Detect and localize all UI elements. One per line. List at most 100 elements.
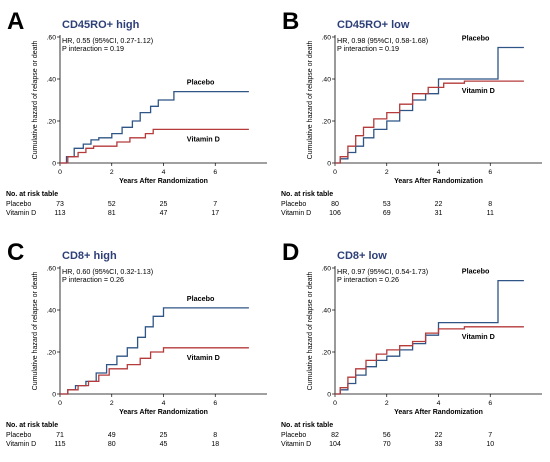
p-interaction-a: P interaction = 0.19 (62, 44, 124, 53)
panel-b: B CD45RO+ low HR, 0.98 (95%CI, 0.58-1.68) P… (275, 0, 550, 231)
x-tick-label-d-3: 6 (488, 400, 492, 407)
x-tick-label-d-2: 4 (437, 400, 441, 407)
risk-group-d-0: Placebo (281, 432, 306, 439)
series-label-placebo-d: Placebo (462, 267, 490, 276)
risk-value-a-1-1: 81 (108, 210, 116, 217)
x-tick-label-c-0: 0 (58, 400, 62, 407)
hr-text-d: HR, 0.97 (95%CI, 0.54-1.73) (337, 267, 428, 276)
series-label-vitamin-d-d: Vitamin D (462, 332, 495, 341)
risk-value-b-1-2: 31 (435, 210, 443, 217)
x-tick-label-c-2: 4 (162, 400, 166, 407)
panel-title-b: CD45RO+ low (337, 19, 410, 31)
risk-group-b-0: Placebo (281, 201, 306, 208)
risk-value-a-1-2: 47 (160, 210, 168, 217)
hr-text-a: HR, 0.55 (95%CI, 0.27-1.12) (62, 36, 153, 45)
x-tick-label-a-2: 4 (162, 169, 166, 176)
y-tick-label-c-3: .60 (47, 265, 57, 272)
y-tick-label-b-1: .20 (322, 118, 332, 125)
panel-a: A CD45RO+ high HR, 0.55 (95%CI, 0.27-1.12)… (0, 0, 275, 231)
curve-vitamin-d-a (60, 128, 249, 164)
y-tick-label-d-2: .40 (322, 307, 332, 314)
x-axis-label-d: Years After Randomization (394, 409, 483, 416)
series-label-vitamin-d-b: Vitamin D (462, 86, 495, 95)
x-tick-label-b-0: 0 (333, 169, 337, 176)
risk-group-c-1: Vitamin D (6, 441, 36, 448)
chart-b-svg: B CD45RO+ low HR, 0.98 (95%CI, 0.58-1.68) P… (281, 8, 542, 217)
chart-d-svg: D CD8+ low HR, 0.97 (95%CI, 0.54-1.73)P in… (281, 239, 542, 448)
risk-value-d-1-3: 10 (486, 441, 494, 448)
y-axis-label-c: Cumulative hazard of relapse or death (32, 272, 39, 391)
curve-vitamin-d-d (335, 326, 524, 395)
y-tick-label-c-0: 0 (52, 391, 56, 398)
risk-value-b-0-0: 80 (331, 201, 339, 208)
x-tick-label-c-3: 6 (213, 400, 217, 407)
y-axis-label-a: Cumulative hazard of relapse or death (32, 41, 39, 160)
curve-vitamin-d-c (60, 347, 249, 395)
panel-c: C CD8+ high HR, 0.60 (95%CI, 0.32-1.13) P i… (0, 231, 275, 462)
risk-value-d-1-1: 70 (383, 441, 391, 448)
y-tick-label-b-3: .60 (322, 34, 332, 41)
x-tick-label-b-1: 2 (385, 169, 389, 176)
risk-value-c-1-0: 115 (54, 441, 65, 448)
curve-placebo-d (335, 279, 524, 395)
risk-value-b-1-3: 11 (487, 210, 494, 217)
x-tick-label-b-2: 4 (437, 169, 441, 176)
y-axis-label-d: Cumulative hazard of relapse or death (307, 272, 314, 391)
panel-title-a: CD45RO+ high (62, 19, 140, 31)
risk-value-c-0-2: 25 (160, 432, 168, 439)
risk-value-c-1-1: 80 (108, 441, 116, 448)
risk-value-b-0-3: 8 (488, 201, 492, 208)
series-label-placebo-a: Placebo (187, 78, 215, 87)
risk-value-a-1-0: 113 (54, 210, 65, 217)
curve-placebo-c (60, 307, 249, 395)
risk-value-d-0-2: 22 (435, 432, 443, 439)
curve-placebo-a (60, 90, 249, 164)
y-tick-label-d-3: .60 (322, 265, 332, 272)
risk-value-a-1-3: 17 (211, 210, 219, 217)
y-tick-label-b-2: .40 (322, 76, 332, 83)
risk-value-d-1-2: 33 (435, 441, 443, 448)
series-label-placebo-b: Placebo (462, 34, 490, 43)
panel-title-c: CD8+ high (62, 250, 117, 262)
series-label-vitamin-d-c: Vitamin D (187, 353, 220, 362)
x-axis-label-c: Years After Randomization (119, 409, 208, 416)
hr-text-c: HR, 0.60 (95%CI, 0.32-1.13) (62, 267, 153, 276)
panel-letter-a: A (7, 8, 24, 35)
risk-value-a-0-0: 73 (56, 201, 64, 208)
y-axis-label-b: Cumulative hazard of relapse or death (307, 41, 314, 160)
y-tick-label-a-0: 0 (52, 160, 56, 167)
hr-text-b: HR, 0.98 (95%CI, 0.58-1.68) (337, 36, 428, 45)
risk-group-a-1: Vitamin D (6, 210, 36, 217)
x-tick-label-a-0: 0 (58, 169, 62, 176)
risk-value-b-0-2: 22 (435, 201, 443, 208)
risk-group-a-0: Placebo (6, 201, 31, 208)
risk-group-c-0: Placebo (6, 432, 31, 439)
x-tick-label-b-3: 6 (488, 169, 492, 176)
panel-letter-d: D (282, 239, 299, 266)
chart-c-svg: C CD8+ high HR, 0.60 (95%CI, 0.32-1.13)P i… (6, 239, 267, 448)
risk-value-b-1-0: 106 (329, 210, 341, 217)
panel-title-d: CD8+ low (337, 250, 387, 262)
x-tick-label-a-1: 2 (110, 169, 114, 176)
x-tick-label-a-3: 6 (213, 169, 217, 176)
y-tick-label-a-2: .40 (47, 76, 57, 83)
series-label-vitamin-d-a: Vitamin D (187, 134, 220, 143)
panel-d: D CD8+ low HR, 0.97 (95%CI, 0.54-1.73) P in… (275, 231, 550, 462)
y-tick-label-c-1: .20 (47, 349, 57, 356)
series-label-placebo-c: Placebo (187, 294, 215, 303)
p-interaction-c: P interaction = 0.26 (62, 275, 124, 284)
risk-value-d-0-1: 56 (383, 432, 391, 439)
risk-value-d-1-0: 104 (329, 441, 341, 448)
risk-value-a-0-2: 25 (160, 201, 168, 208)
x-axis-label-b: Years After Randomization (394, 178, 483, 185)
risk-table-heading-a: No. at risk table (6, 191, 58, 198)
risk-table-heading-b: No. at risk table (281, 191, 333, 198)
y-tick-label-c-2: .40 (47, 307, 57, 314)
y-tick-label-b-0: 0 (327, 160, 331, 167)
panel-letter-c: C (7, 239, 24, 266)
panel-letter-b: B (282, 8, 299, 35)
risk-value-c-0-0: 71 (56, 432, 64, 439)
p-interaction-d: P interaction = 0.26 (337, 275, 399, 284)
risk-value-b-0-1: 53 (383, 201, 391, 208)
risk-table-heading-c: No. at risk table (6, 422, 58, 429)
